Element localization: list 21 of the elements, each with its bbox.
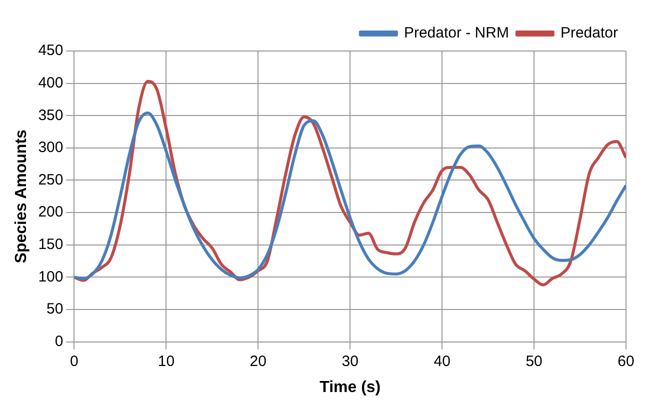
y-tick-label: 50 (46, 300, 64, 318)
x-tick-label: 10 (158, 352, 175, 370)
x-tick-label: 0 (70, 352, 78, 370)
x-axis-title: Time (s) (320, 378, 381, 396)
y-tick-label: 400 (38, 74, 64, 92)
x-tick-label: 30 (342, 352, 358, 370)
x-tick-label: 60 (618, 352, 634, 370)
y-tick-label: 200 (38, 204, 64, 221)
y-tick-label: 100 (38, 268, 64, 286)
x-tick-label: 40 (434, 352, 450, 370)
x-tick-label: 50 (526, 352, 542, 370)
y-tick-label: 450 (38, 42, 64, 60)
y-axis-title: Species Amounts (13, 129, 30, 264)
legend-label: Predator (560, 24, 618, 42)
x-tick-label: 20 (250, 352, 266, 370)
y-tick-label: 250 (38, 171, 64, 188)
legend-label: Predator - NRM (404, 24, 509, 42)
y-tick-label: 150 (38, 236, 64, 254)
y-tick-label: 350 (38, 106, 64, 124)
y-tick-label: 0 (54, 332, 64, 350)
y-tick-label: 300 (38, 139, 64, 156)
